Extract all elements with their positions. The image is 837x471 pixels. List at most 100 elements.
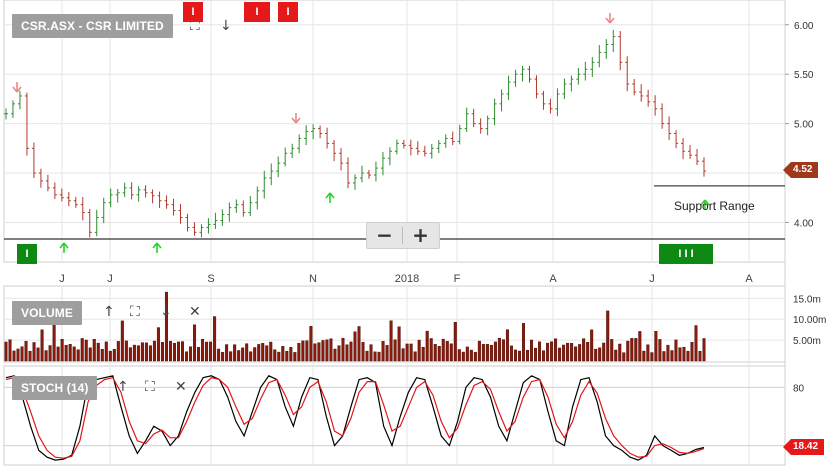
volume-bar (698, 350, 702, 362)
fullscreen-icon[interactable]: ⛶ (130, 304, 140, 320)
volume-bar (578, 344, 582, 362)
volume-bar (317, 342, 321, 362)
volume-bar (670, 350, 674, 362)
volume-bar (602, 342, 606, 362)
volume-bar (28, 350, 32, 362)
volume-bar (144, 342, 148, 362)
volume-bar (582, 338, 586, 362)
arrow-up-icon[interactable]: ↑ (117, 379, 129, 395)
volume-bar (377, 351, 381, 362)
volume-bar (72, 346, 76, 362)
arrow-down-icon[interactable]: ↓ (220, 18, 232, 34)
volume-bar (353, 331, 357, 362)
green-flag-group[interactable]: I I I (659, 244, 713, 264)
volume-bar (465, 346, 469, 362)
volume-panel-label: VOLUME (12, 301, 82, 325)
volume-bar (88, 347, 92, 362)
volume-bar (517, 350, 521, 362)
green-flag[interactable]: I (17, 244, 37, 264)
volume-bar (209, 341, 213, 362)
time-tick-label: S (207, 273, 214, 285)
volume-bar (176, 341, 180, 362)
volume-bar (574, 346, 578, 362)
volume-bar (325, 339, 329, 362)
sell-arrow-icon (605, 13, 615, 24)
stoch-value-tag: 18.42 (783, 439, 825, 455)
volume-bar (8, 339, 12, 362)
volume-bar (309, 326, 313, 362)
volume-bar (497, 337, 501, 362)
volume-bar (189, 346, 193, 362)
volume-bar (437, 346, 441, 362)
volume-bar (56, 346, 60, 362)
volume-bar (60, 338, 64, 362)
volume-bar (449, 343, 453, 362)
volume-bar (554, 338, 558, 362)
volume-bar (594, 348, 598, 362)
volume-bar (64, 345, 68, 362)
last-price-tag: 4.52 (783, 162, 819, 178)
volume-bar (285, 351, 289, 362)
volume-bar (654, 331, 658, 362)
stoch-k-line (5, 375, 705, 461)
volume-bar (445, 341, 449, 362)
volume-bar (674, 339, 678, 362)
volume-bar (116, 341, 120, 362)
volume-bar (562, 344, 566, 362)
volume-bar (68, 344, 72, 362)
volume-bar (477, 340, 481, 362)
volume-bar (329, 338, 333, 362)
volume-bar (241, 347, 245, 362)
volume-bar (96, 342, 100, 362)
volume-bar (521, 323, 525, 362)
volume-bar (349, 341, 353, 362)
red-flag[interactable]: I (183, 2, 203, 22)
zoom-control: − + (366, 222, 440, 249)
volume-bar (481, 344, 485, 362)
volume-bar (245, 343, 249, 362)
volume-bar (630, 338, 634, 362)
volume-bar (401, 348, 405, 362)
volume-bar (361, 342, 365, 362)
volume-bar (108, 350, 112, 362)
stoch-d-line (5, 377, 705, 459)
zoom-out-button[interactable]: − (376, 223, 393, 247)
volume-bar (76, 349, 80, 362)
close-icon[interactable]: ✕ (189, 304, 201, 320)
volume-bar (702, 338, 706, 362)
volume-bar (369, 344, 373, 362)
red-flag[interactable]: I (278, 2, 298, 22)
price-tick-label: 5.50 (794, 70, 814, 81)
volume-bar (269, 341, 273, 362)
fullscreen-icon[interactable]: ⛶ (190, 18, 200, 34)
volume-bar (172, 342, 176, 362)
volume-bar (221, 352, 225, 362)
arrow-up-icon[interactable]: ↑ (103, 304, 115, 320)
close-icon[interactable]: ✕ (175, 379, 187, 395)
stoch-tick-label: 80 (793, 383, 805, 394)
volume-bar (32, 342, 36, 362)
volume-bar (598, 347, 602, 362)
volume-bar (217, 348, 221, 362)
volume-bar (493, 341, 497, 362)
buy-arrow-icon (59, 242, 69, 253)
volume-bar (168, 340, 172, 362)
volume-bar (485, 344, 489, 362)
volume-bar (345, 344, 349, 362)
price-tick-label: 5.00 (794, 120, 814, 131)
volume-bar (558, 347, 562, 362)
red-flag[interactable]: I (244, 2, 270, 22)
volume-bar (509, 345, 513, 362)
volume-bar (265, 345, 269, 362)
volume-bar (473, 351, 477, 362)
volume-bar (337, 345, 341, 362)
zoom-in-button[interactable]: + (412, 223, 429, 247)
volume-bar (397, 326, 401, 362)
fullscreen-icon[interactable]: ⛶ (145, 379, 155, 395)
volume-bar (429, 338, 433, 362)
volume-bar (405, 343, 409, 362)
volume-bar (136, 345, 140, 362)
arrow-down-icon[interactable]: ↓ (160, 304, 172, 320)
volume-bar (4, 341, 8, 362)
